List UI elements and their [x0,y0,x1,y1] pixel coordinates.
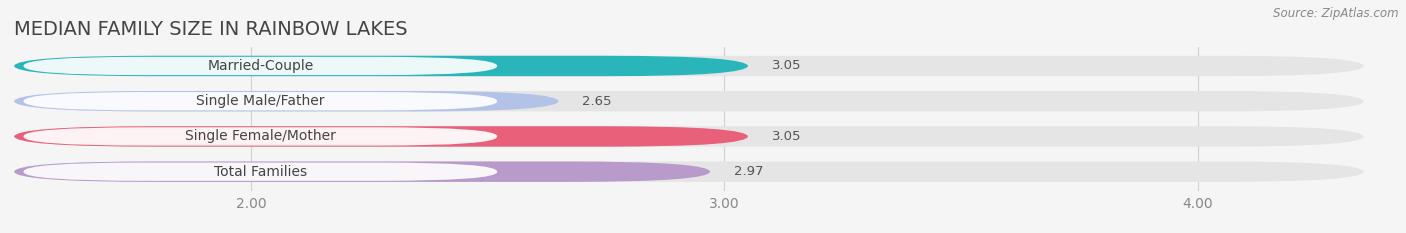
Text: Source: ZipAtlas.com: Source: ZipAtlas.com [1274,7,1399,20]
Text: 2.97: 2.97 [734,165,763,178]
Text: Single Male/Father: Single Male/Father [195,94,325,108]
FancyBboxPatch shape [14,126,1364,147]
FancyBboxPatch shape [14,161,710,182]
FancyBboxPatch shape [14,56,1364,76]
Text: Total Families: Total Families [214,165,307,179]
FancyBboxPatch shape [14,126,748,147]
Text: 2.65: 2.65 [582,95,612,108]
FancyBboxPatch shape [24,92,498,110]
FancyBboxPatch shape [24,57,498,75]
Text: 3.05: 3.05 [772,130,801,143]
Text: 3.05: 3.05 [772,59,801,72]
FancyBboxPatch shape [14,161,1364,182]
FancyBboxPatch shape [14,91,1364,111]
FancyBboxPatch shape [24,127,498,146]
FancyBboxPatch shape [14,56,748,76]
Text: MEDIAN FAMILY SIZE IN RAINBOW LAKES: MEDIAN FAMILY SIZE IN RAINBOW LAKES [14,21,408,39]
FancyBboxPatch shape [24,163,498,181]
Text: Married-Couple: Married-Couple [207,59,314,73]
FancyBboxPatch shape [14,91,558,111]
Text: Single Female/Mother: Single Female/Mother [186,130,336,144]
